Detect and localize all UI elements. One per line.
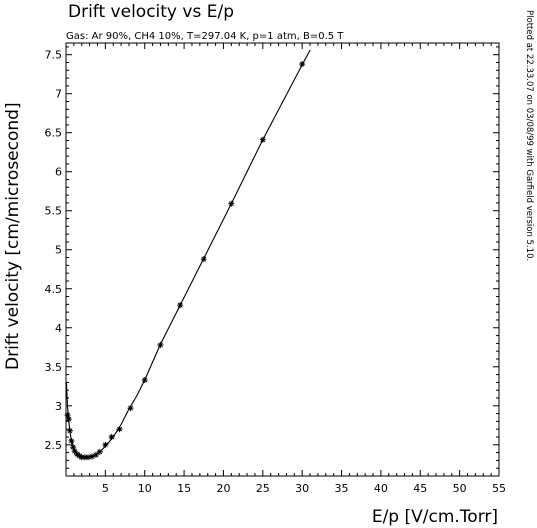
y-tick-label: 4 — [55, 322, 62, 335]
y-tick-label: 2.5 — [45, 439, 63, 452]
data-point-marker — [65, 416, 72, 423]
series-curve — [65, 49, 311, 458]
y-tick-label: 3 — [55, 400, 62, 413]
y-tick-label: 6 — [55, 166, 62, 179]
x-tick-label: 25 — [256, 482, 270, 495]
y-tick-label: 3.5 — [45, 361, 63, 374]
x-tick-label: 55 — [492, 482, 506, 495]
data-point-marker — [66, 427, 73, 434]
x-axis-label: E/p [V/cm.Torr] — [372, 507, 498, 527]
y-tick-label: 7.5 — [45, 49, 63, 62]
data-point-marker — [177, 302, 184, 309]
x-tick-label: 35 — [335, 482, 349, 495]
x-tick-label: 40 — [374, 482, 388, 495]
y-tick-label: 5.5 — [45, 205, 63, 218]
data-point-marker — [64, 412, 71, 419]
data-point-marker — [85, 454, 92, 461]
data-point-marker — [259, 136, 266, 143]
x-tick-label: 50 — [453, 482, 467, 495]
series-markers — [64, 61, 306, 461]
data-point-marker — [96, 448, 103, 455]
y-axis-ticks: 2.5 3 3.5 4 4.5 5 5.5 6 6.5 7 7.5 — [45, 46, 499, 469]
x-tick-label: 20 — [216, 482, 230, 495]
y-axis-label: Drift velocity [cm/microsecond] — [3, 102, 23, 370]
data-point-marker — [71, 448, 78, 455]
data-point-marker — [92, 451, 99, 458]
data-point-marker — [299, 61, 306, 68]
x-tick-label: 15 — [177, 482, 191, 495]
y-tick-label: 6.5 — [45, 127, 63, 140]
y-tick-label: 5 — [55, 244, 62, 257]
data-point-marker — [141, 377, 148, 384]
x-tick-label: 10 — [138, 482, 152, 495]
y-tick-label: 7 — [55, 88, 62, 101]
x-tick-label: 30 — [295, 482, 309, 495]
x-tick-label: 5 — [102, 482, 109, 495]
plot-frame — [65, 42, 500, 477]
x-axis-ticks: 5 10 15 20 25 30 35 40 45 50 55 — [73, 43, 506, 495]
plot-timestamp-note: Plotted at 22.33.07 on 03/08/99 with Gar… — [524, 10, 534, 261]
data-point-marker — [68, 437, 75, 444]
data-point-marker — [127, 405, 134, 412]
data-point-marker — [157, 341, 164, 348]
data-point-marker — [200, 256, 207, 263]
x-tick-label: 45 — [413, 482, 427, 495]
chart-subtitle: Gas: Ar 90%, CH4 10%, T=297.04 K, p=1 at… — [66, 31, 344, 42]
chart-title: Drift velocity vs E/p — [68, 2, 234, 22]
data-point-marker — [102, 441, 109, 448]
y-tick-label: 4.5 — [45, 283, 63, 296]
data-point-marker — [228, 200, 235, 207]
data-point-marker — [116, 426, 123, 433]
data-point-marker — [108, 433, 115, 440]
